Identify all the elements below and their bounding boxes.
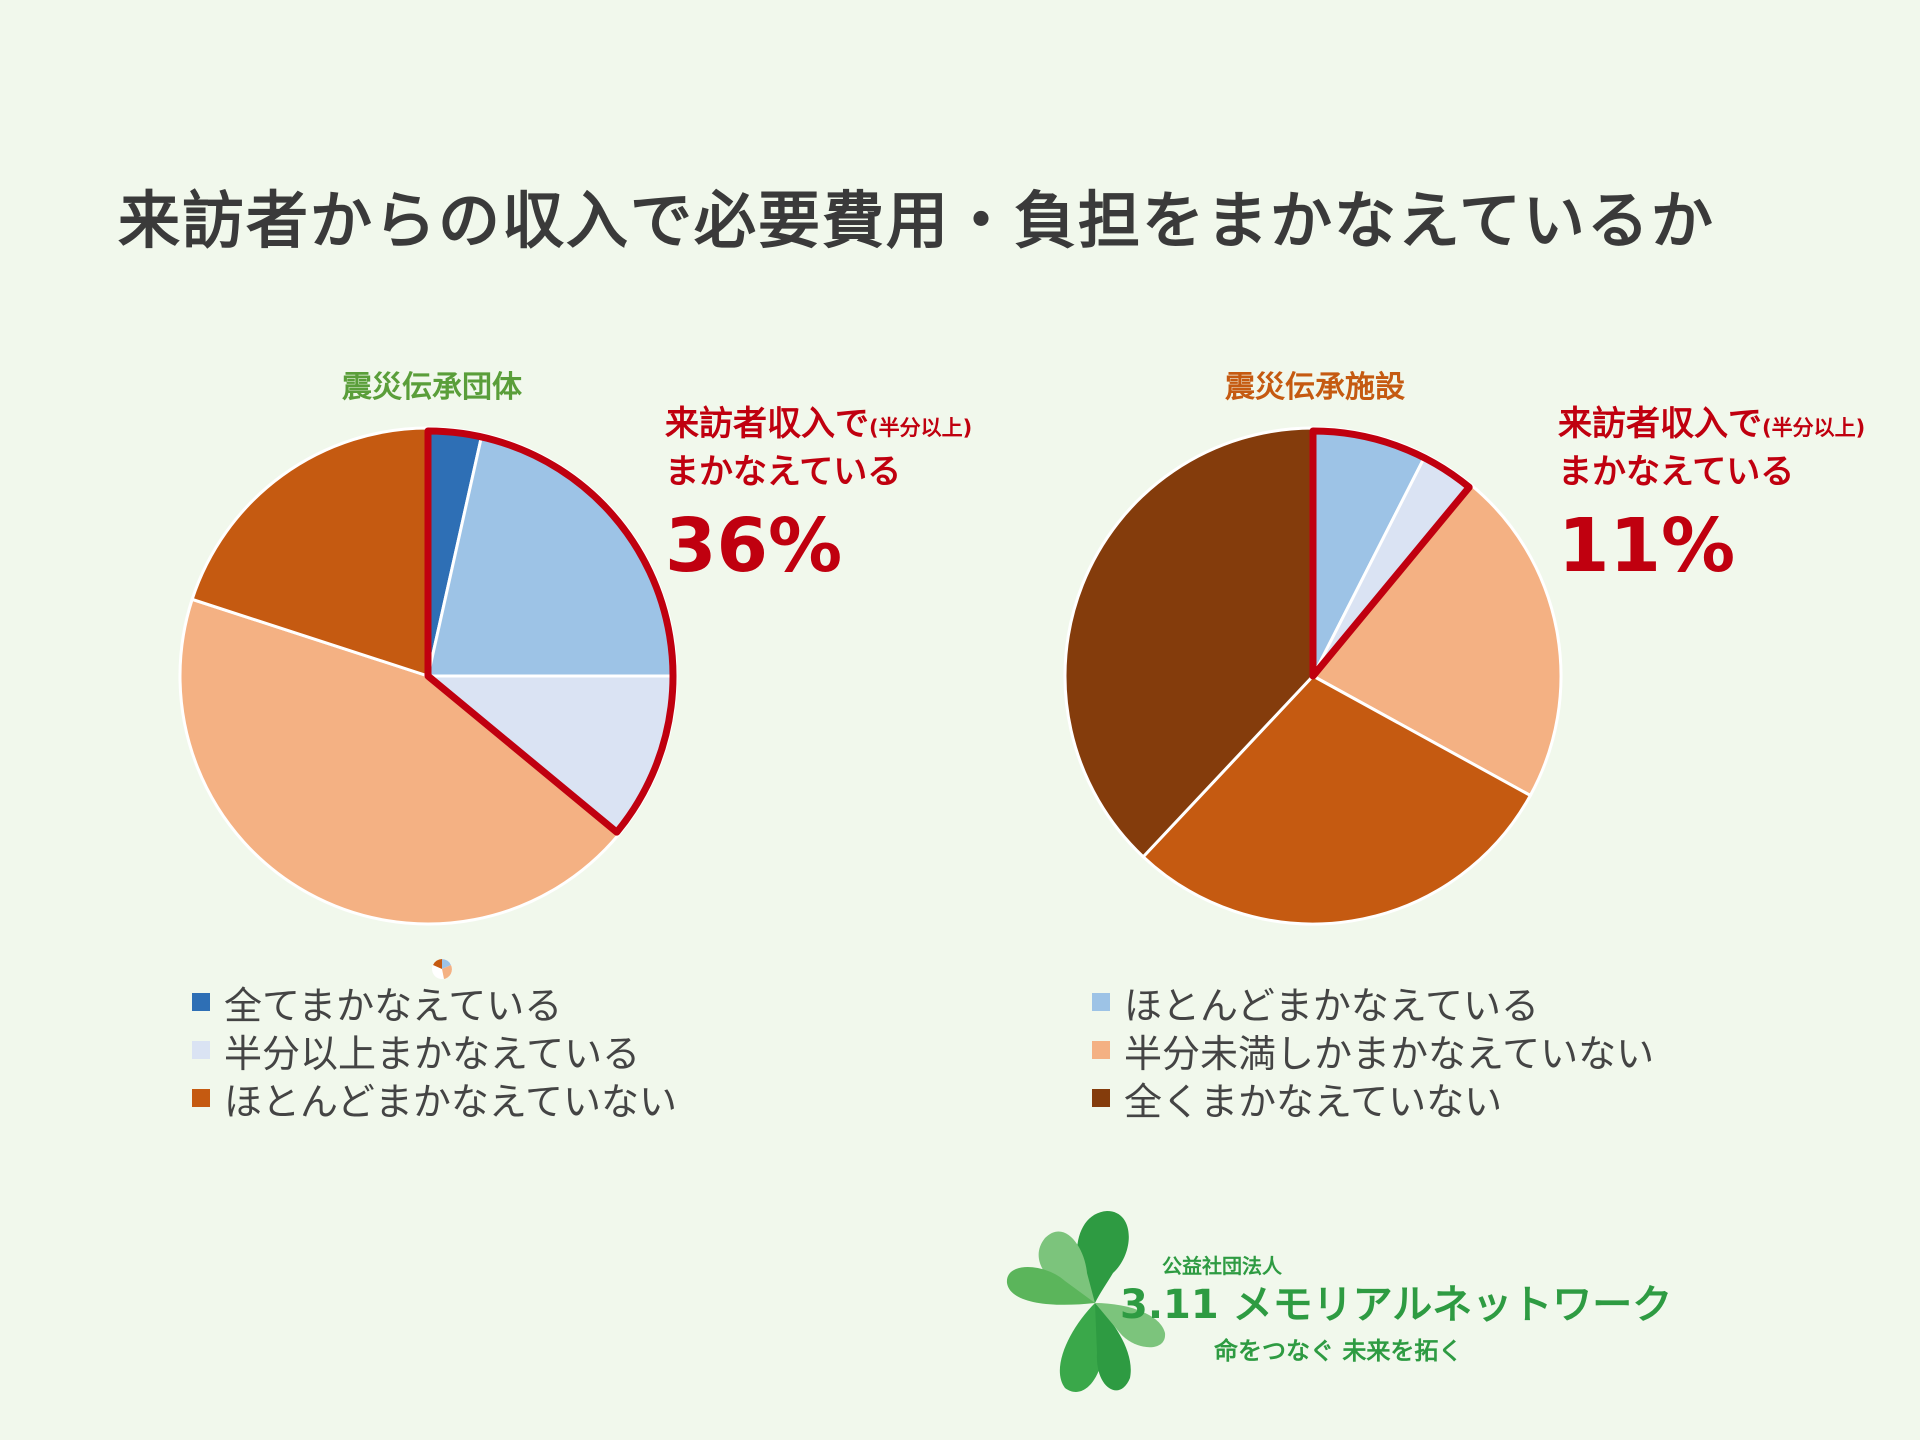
left-pie-chart [178,426,678,926]
callout-line2: まかなえている [665,452,902,492]
pie-slice [178,597,622,926]
right-pie-chart [1063,426,1563,926]
legend-swatch [192,993,210,1011]
legend-item: ほとんどまかなえていない [192,1074,677,1124]
legend-swatch [1092,1089,1110,1107]
left-highlight-percent: 36% [665,503,843,589]
legend-item: ほとんどまかなえている [1092,978,1654,1028]
page-title: 来訪者からの収入で必要費用・負担をまかなえているか [118,184,1715,257]
logo-org: 公益社団法人 [1162,1254,1282,1278]
callout-line2: まかなえている [1558,452,1795,492]
legend-item: 半分以上まかなえている [192,1026,677,1076]
right-callout: 来訪者収入で(半分以上) まかなえている 11% [1558,402,1865,594]
right-chart-title: 震災伝承施設 [1225,370,1405,405]
logo-text: 公益社団法人 3.11 メモリアルネットワーク 命をつなぐ 未来を拓く [1120,1250,1672,1366]
pie-slice [1310,482,1563,798]
pie-slice [1063,426,1315,859]
logo-clover-icon [1006,1211,1166,1392]
highlight-outline [1309,427,1473,680]
mini-pie-icon [432,959,452,979]
legend-item: 半分未満しかまかなえていない [1092,1026,1654,1076]
legend-item: 全てまかなえている [192,978,677,1028]
logo-slogan: 命をつなぐ 未来を拓く [1214,1337,1463,1365]
legend-swatch [192,1041,210,1059]
legend-swatch [1092,993,1110,1011]
left-chart-title: 震災伝承団体 [342,370,522,405]
right-highlight-percent: 11% [1558,503,1736,589]
legend-swatch [192,1089,210,1107]
legend-swatch [1092,1041,1110,1059]
pie-slice [1141,674,1533,926]
left-callout: 来訪者収入で(半分以上) まかなえている 36% [665,402,972,594]
callout-line1: 来訪者収入で(半分以上) [1558,404,1866,444]
pie-slice [190,426,430,679]
logo-name: 3.11 メモリアルネットワーク [1120,1282,1673,1328]
legend-item: 全くまかなえていない [1092,1074,1654,1124]
callout-line1: 来訪者収入で(半分以上) [665,404,973,444]
highlight-outline [424,427,677,836]
legend-left: 全てまかなえている 半分以上まかなえている ほとんどまかなえていない [192,978,677,1124]
legend-right: ほとんどまかなえている 半分未満しかまかなえていない 全くまかなえていない [1092,978,1654,1124]
